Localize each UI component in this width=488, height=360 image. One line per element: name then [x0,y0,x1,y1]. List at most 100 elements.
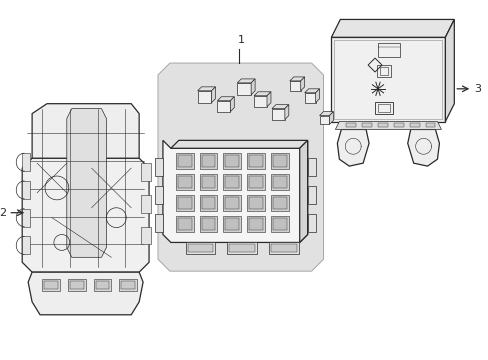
Bar [425,122,435,127]
Polygon shape [211,87,215,103]
Bar [141,195,151,213]
Polygon shape [197,87,215,91]
Polygon shape [300,77,304,91]
Polygon shape [335,122,441,130]
Bar [199,174,217,190]
Bar [246,153,264,169]
Bar [272,176,286,188]
Bar [246,174,264,190]
Bar [225,218,239,230]
Polygon shape [254,92,270,96]
Bar [199,153,217,169]
Bar [374,102,392,114]
Bar [272,197,286,209]
Polygon shape [304,89,319,93]
Polygon shape [299,140,307,242]
Bar [68,279,85,291]
Bar [176,195,193,211]
Bar [178,218,191,230]
Polygon shape [289,81,300,91]
Polygon shape [251,79,255,95]
Text: 3: 3 [473,84,480,94]
Bar [270,174,288,190]
Bar [199,195,217,211]
Bar [377,104,389,112]
Polygon shape [271,109,284,120]
Bar [141,163,151,181]
Bar [307,186,315,204]
Polygon shape [337,130,368,166]
Bar [346,122,355,127]
Polygon shape [407,130,439,166]
Bar [246,216,264,231]
Bar [93,279,111,291]
Bar [393,122,403,127]
Polygon shape [315,89,319,103]
Polygon shape [237,79,255,83]
Bar [155,214,163,231]
Bar [223,216,241,231]
Polygon shape [331,37,445,122]
Bar [362,122,371,127]
Polygon shape [170,140,307,148]
Bar [223,195,241,211]
Bar [249,155,263,167]
Bar [227,242,257,254]
Bar [178,155,191,167]
Bar [223,153,241,169]
Bar [22,153,30,171]
Polygon shape [32,104,139,158]
Bar [249,197,263,209]
Bar [185,242,215,254]
Bar [270,195,288,211]
Bar [155,186,163,204]
Bar [95,281,109,289]
Bar [270,216,288,231]
Bar [377,122,387,127]
Bar [178,197,191,209]
Bar [42,279,60,291]
Polygon shape [254,96,266,107]
Text: 2: 2 [0,208,6,218]
Bar [22,209,30,226]
Bar [246,195,264,211]
Bar [225,176,239,188]
Polygon shape [266,92,270,107]
Bar [272,218,286,230]
Polygon shape [217,97,234,101]
Polygon shape [289,77,304,81]
Polygon shape [28,272,143,315]
Polygon shape [230,97,234,112]
Bar [201,197,215,209]
Bar [176,174,193,190]
Bar [119,279,137,291]
Bar [377,43,399,57]
Bar [121,281,135,289]
Bar [249,218,263,230]
Bar [307,158,315,176]
Polygon shape [237,83,251,95]
Polygon shape [158,63,323,271]
Polygon shape [271,105,288,109]
Bar [187,244,213,252]
Bar [199,216,217,231]
Bar [70,281,83,289]
Polygon shape [331,19,453,37]
Bar [201,155,215,167]
Bar [379,67,387,75]
Polygon shape [319,116,329,125]
Bar [272,155,286,167]
Bar [201,218,215,230]
Polygon shape [217,101,230,112]
Bar [270,244,296,252]
Bar [223,174,241,190]
Bar [22,237,30,254]
Bar [201,176,215,188]
Text: 1: 1 [237,35,244,45]
Bar [22,181,30,199]
Polygon shape [445,19,453,122]
Polygon shape [304,93,315,103]
Polygon shape [319,112,333,116]
Bar [268,242,298,254]
Polygon shape [329,112,333,125]
